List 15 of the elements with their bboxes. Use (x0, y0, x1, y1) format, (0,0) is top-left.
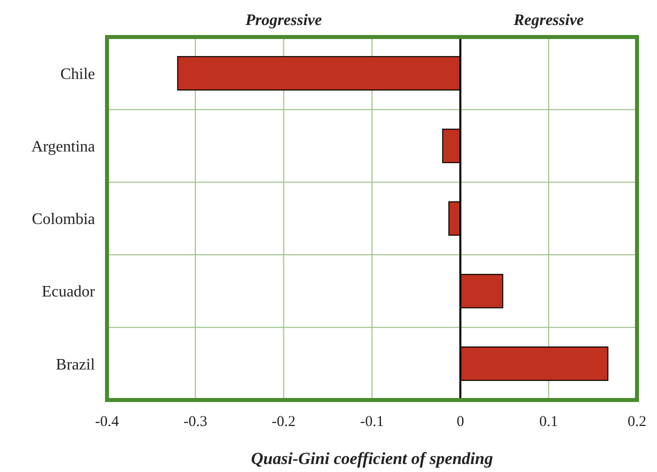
y-tick-label: Brazil (56, 356, 96, 374)
x-tick-label: 0 (456, 414, 464, 430)
x-tick-label: -0.4 (95, 414, 120, 430)
y-tick-label: Chile (60, 66, 95, 83)
y-tick-label: Colombia (32, 211, 95, 228)
y-tick-label: Ecuador (42, 284, 96, 301)
y-tick-label: Argentina (31, 138, 95, 156)
x-axis-title: Quasi-Gini coefficient of spending (251, 449, 494, 468)
x-tick-label: -0.3 (183, 414, 208, 430)
text: Regressive (512, 12, 584, 29)
x-tick-label: 0.1 (539, 414, 558, 430)
x-tick-label: -0.1 (360, 414, 384, 430)
x-tick-label: 0.2 (628, 414, 646, 430)
x-tick-label: -0.2 (272, 414, 296, 430)
text: Progressive (244, 12, 322, 29)
